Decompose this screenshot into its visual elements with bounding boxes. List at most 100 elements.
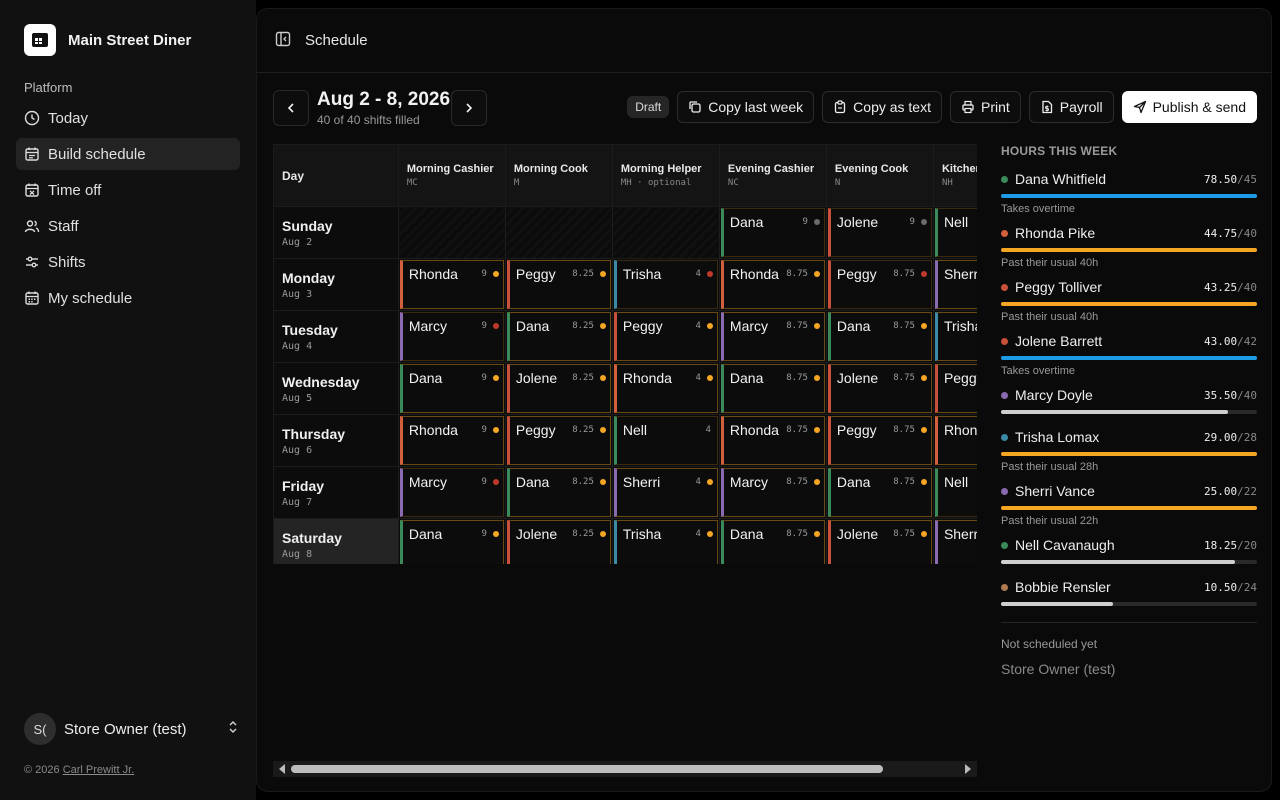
shift-employee: Peggy — [836, 422, 877, 438]
empty-slot[interactable] — [611, 206, 720, 259]
scrollbar-thumb[interactable] — [291, 765, 883, 773]
sidebar-item-build-schedule[interactable]: Build schedule — [16, 138, 240, 170]
empty-slot[interactable] — [504, 206, 613, 259]
shift-card[interactable]: Dana 8.25 — [506, 468, 611, 517]
sidebar-item-today[interactable]: Today — [16, 102, 240, 134]
empty-slot[interactable] — [397, 206, 506, 259]
column-header: Evening Cook N — [825, 144, 934, 207]
shift-card[interactable]: Dana 9 — [399, 364, 504, 413]
shift-card[interactable]: Marcy 8.75 — [720, 312, 825, 361]
sidebar-item-my-schedule[interactable]: My schedule — [16, 282, 240, 314]
shift-card[interactable]: Dana 9 — [720, 208, 825, 257]
shift-hours: 9 — [481, 425, 487, 435]
scroll-left-arrow-icon[interactable] — [279, 764, 285, 774]
shift-card[interactable]: Rhonda 8.75 — [720, 260, 825, 309]
shift-card[interactable]: Dana 8.75 — [827, 312, 932, 361]
sidebar-item-time-off[interactable]: Time off — [16, 174, 240, 206]
page-title: Schedule — [305, 32, 368, 49]
shift-card[interactable]: Dana 9 — [399, 520, 504, 564]
prev-week-button[interactable] — [273, 90, 309, 126]
employee-hours[interactable]: Nell Cavanaugh 18.25/20 — [1001, 536, 1257, 564]
shift-card[interactable]: Peggy 8.75 — [827, 260, 932, 309]
print-button[interactable]: Print — [950, 91, 1021, 123]
employee-color-dot — [1001, 433, 1008, 441]
shift-card[interactable]: Jolene 8.25 — [506, 520, 611, 564]
shift-card[interactable]: Trisha5.25 — [934, 312, 977, 361]
day-date: Aug 3 — [282, 288, 313, 300]
shift-card[interactable]: Nell9 — [934, 208, 977, 257]
shift-hours: 8.25 — [572, 529, 594, 539]
employee-hours[interactable]: Peggy Tolliver 43.25/40 Past their usual 4… — [1001, 278, 1257, 323]
hours-usual: 28 — [1243, 430, 1257, 444]
shift-slot: Dana 8.75 — [718, 518, 827, 564]
shift-hours: 8.75 — [786, 477, 808, 487]
shift-card[interactable]: Jolene 8.25 — [506, 364, 611, 413]
employee-hours[interactable]: Jolene Barrett 43.00/42 Takes overtime — [1001, 332, 1257, 377]
sidebar-item-shifts[interactable]: Shifts — [16, 246, 240, 278]
shift-card[interactable]: Jolene 8.75 — [827, 364, 932, 413]
shift-hours: 8.75 — [893, 477, 915, 487]
shift-card[interactable]: Dana 8.75 — [720, 520, 825, 564]
employee-hours[interactable]: Sherri Vance 25.00/22 Past their usual 22h — [1001, 482, 1257, 527]
shift-card[interactable]: Marcy 8.75 — [720, 468, 825, 517]
shift-card[interactable]: Marcy 9 — [399, 312, 504, 361]
user-menu[interactable]: S( Store Owner (test) — [24, 713, 240, 745]
shift-card[interactable]: Dana 8.75 — [720, 364, 825, 413]
shift-card[interactable]: Rhonda 9 — [399, 260, 504, 309]
shift-card[interactable]: Jolene 9 — [827, 208, 932, 257]
employee-hours[interactable]: Marcy Doyle 35.50/40 — [1001, 386, 1257, 414]
scroll-right-arrow-icon[interactable] — [965, 764, 971, 774]
shift-employee: Dana — [836, 318, 871, 334]
employee-name: Rhonda Pike — [1015, 225, 1096, 241]
employee-hours[interactable]: Dana Whitfield 78.50/45 Takes overtime — [1001, 170, 1257, 215]
shift-hours: 4 — [695, 477, 701, 487]
copy-as-text-button[interactable]: Copy as text — [822, 91, 942, 123]
next-week-button[interactable] — [451, 90, 487, 126]
shift-card[interactable]: Rhonda 8.75 — [720, 416, 825, 465]
shift-slot: Jolene 8.75 — [825, 362, 934, 415]
shift-card[interactable]: Jolene 8.75 — [827, 520, 932, 564]
shift-card[interactable]: Peggy5.25 — [934, 364, 977, 413]
employee-hours-value: 43.00/42 — [1204, 335, 1257, 348]
chevron-up-down-icon[interactable] — [226, 720, 240, 739]
employee-hours[interactable]: Trisha Lomax 29.00/28 Past their usual 28h — [1001, 428, 1257, 473]
shift-card[interactable]: Rhonda 9 — [399, 416, 504, 465]
hours-scheduled: 35.50 — [1204, 388, 1238, 402]
shift-card[interactable]: Rhonda 4 — [613, 364, 718, 413]
shift-card[interactable]: Nell 4 — [613, 416, 718, 465]
shift-card[interactable]: Peggy 8.75 — [827, 416, 932, 465]
employee-color-dot — [1001, 583, 1008, 591]
shift-card[interactable]: Marcy 9 — [399, 468, 504, 517]
shift-card[interactable]: Peggy 8.25 — [506, 260, 611, 309]
shift-card[interactable]: Sherri5.25 — [934, 520, 977, 564]
sidebar-item-staff[interactable]: Staff — [16, 210, 240, 242]
shift-card[interactable]: Peggy 4 — [613, 312, 718, 361]
shift-card[interactable]: Dana 8.25 — [506, 312, 611, 361]
author-link[interactable]: Carl Prewitt Jr. — [62, 764, 135, 776]
shift-hours: 8.25 — [572, 321, 594, 331]
shift-card[interactable]: Peggy 8.25 — [506, 416, 611, 465]
shift-status-dot — [492, 375, 499, 381]
brand[interactable]: Main Street Diner — [24, 24, 191, 56]
employee-hours[interactable]: Bobbie Rensler 10.50/24 — [1001, 578, 1257, 606]
copy-last-week-button[interactable]: Copy last week — [677, 91, 815, 123]
shift-card[interactable]: Dana 8.75 — [827, 468, 932, 517]
shift-slot: Nell5.25 — [932, 466, 977, 519]
shift-card[interactable]: Rhonda5.25 — [934, 416, 977, 465]
hours-note: Takes overtime — [1001, 203, 1075, 215]
publish-send-button[interactable]: Publish & send — [1121, 91, 1257, 123]
horizontal-scrollbar[interactable] — [273, 761, 977, 777]
sidebar-toggle-icon[interactable] — [275, 31, 291, 51]
shift-card[interactable]: Nell5.25 — [934, 468, 977, 517]
shift-card[interactable]: Sherri5.25 — [934, 260, 977, 309]
payroll-button[interactable]: Payroll — [1028, 91, 1114, 123]
unscheduled-staff[interactable]: Store Owner (test) — [1001, 661, 1116, 677]
shift-slot: Marcy 9 — [397, 310, 506, 363]
day-name: Saturday — [282, 529, 342, 546]
shift-card[interactable]: Trisha 4 — [613, 260, 718, 309]
shift-card[interactable]: Trisha 4 — [613, 520, 718, 564]
employee-hours[interactable]: Rhonda Pike 44.75/40 Past their usual 40h — [1001, 224, 1257, 269]
day-date: Aug 4 — [282, 340, 313, 352]
shift-card[interactable]: Sherri 4 — [613, 468, 718, 517]
shift-employee: Marcy — [729, 318, 769, 334]
